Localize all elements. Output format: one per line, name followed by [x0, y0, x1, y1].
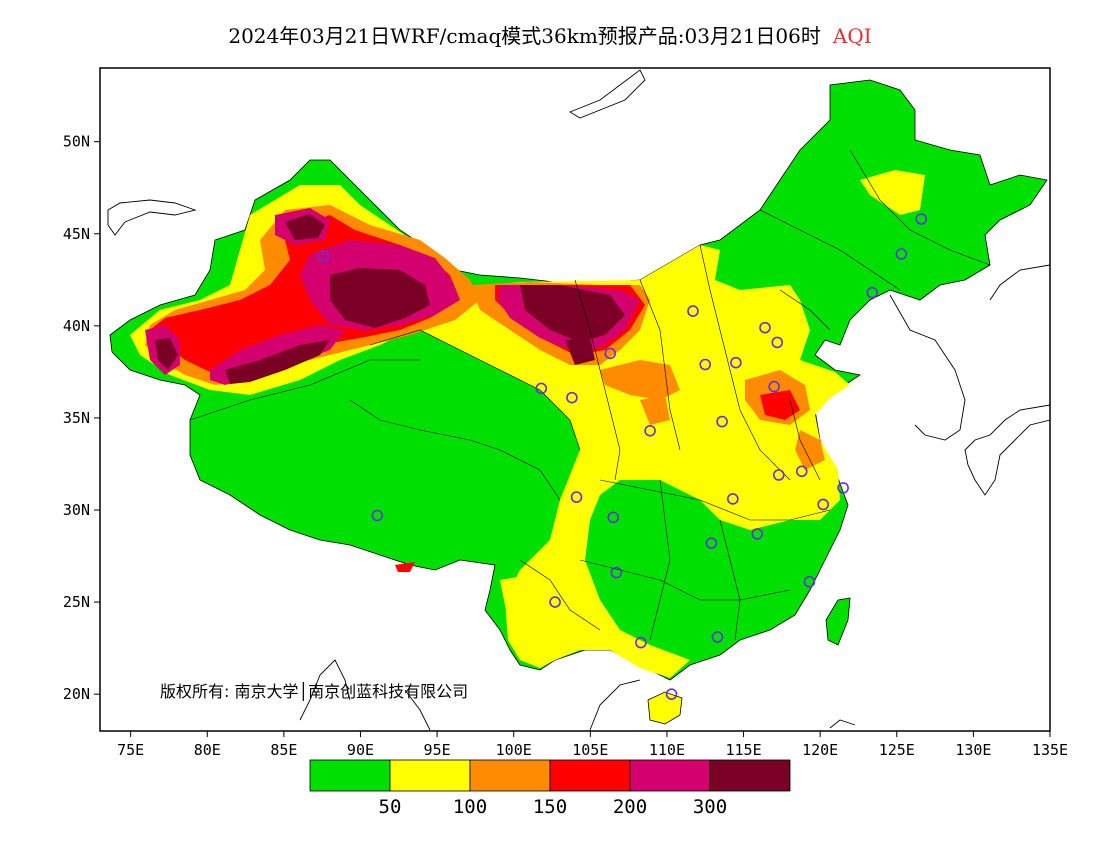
station-marker — [817, 498, 830, 511]
copyright-text: 版权所有: 南京大学│南京创蓝科技有限公司 — [160, 681, 468, 701]
lon-tick-label: 100E — [496, 741, 532, 759]
station-marker — [644, 425, 656, 437]
station-marker — [687, 305, 699, 317]
lat-tick-label: 50N — [63, 133, 90, 151]
station-marker — [768, 380, 780, 393]
lon-tick-label: 115E — [725, 741, 761, 759]
neighbor-coastlines — [107, 69, 1050, 731]
map-axes: 75E 80E 85E 90E 95E 100E 105E 110E 115E 120E 125E 1… — [63, 133, 1068, 759]
legend-swatch — [629, 759, 711, 792]
station-marker — [570, 491, 583, 503]
station-marker — [771, 336, 784, 349]
station-marker — [665, 688, 678, 700]
station-marker — [705, 537, 718, 549]
lon-tick-label: 75E — [117, 741, 144, 759]
legend-swatch — [469, 759, 551, 792]
title-variable: AQI — [832, 24, 872, 48]
lon-tick-label: 90E — [347, 741, 374, 759]
legend-label: 300 — [693, 796, 727, 818]
legend-swatch — [709, 759, 791, 792]
map-title: 2024年03月21日WRF/cmaq模式36km预报产品:03月21日06时 A… — [0, 20, 1100, 49]
aqi-hotspot — [395, 562, 415, 572]
station-marker — [716, 415, 728, 428]
station-marker — [772, 469, 785, 481]
lon-tick-label: 120E — [802, 741, 838, 759]
station-marker — [795, 465, 808, 478]
lon-tick-label: 130E — [955, 741, 991, 759]
lon-tick-label: 95E — [424, 741, 451, 759]
lon-tick-label: 135E — [1032, 741, 1068, 759]
color-legend: 50 100 150 200 300 — [309, 759, 791, 818]
station-marker — [535, 382, 548, 395]
lat-tick-label: 20N — [63, 685, 90, 703]
legend-swatch — [309, 759, 391, 792]
legend-swatch — [389, 759, 471, 792]
legend-label: 200 — [613, 796, 647, 818]
station-marker — [635, 636, 647, 649]
map-frame — [99, 67, 1051, 732]
station-marker — [566, 391, 578, 404]
taiwan-island — [825, 597, 851, 646]
lon-tick-label: 125E — [879, 741, 915, 759]
station-marker — [751, 528, 764, 540]
station-marker — [803, 576, 816, 588]
lat-tick-label: 35N — [63, 409, 90, 427]
station-markers — [317, 213, 928, 700]
lon-tick-label: 105E — [572, 741, 608, 759]
station-marker — [610, 566, 623, 579]
station-marker — [711, 631, 724, 643]
station-marker — [727, 493, 739, 505]
legend-label: 100 — [453, 796, 487, 818]
station-marker — [604, 347, 617, 360]
station-marker — [607, 511, 620, 524]
station-marker — [317, 250, 330, 262]
lat-tick-label: 40N — [63, 317, 90, 335]
station-marker — [759, 321, 771, 334]
province-borders — [189, 149, 991, 641]
station-marker — [837, 482, 849, 494]
station-marker — [371, 509, 384, 522]
legend-label: 50 — [379, 796, 402, 818]
lat-tick-label: 45N — [63, 225, 90, 243]
legend-swatch — [549, 759, 631, 792]
station-marker — [699, 358, 712, 371]
station-marker — [866, 286, 879, 299]
lon-tick-label: 80E — [194, 741, 221, 759]
station-marker — [549, 596, 561, 608]
title-text: 2024年03月21日WRF/cmaq模式36km预报产品:03月21日06时 — [228, 24, 821, 48]
lat-tick-label: 25N — [63, 593, 90, 611]
station-marker — [915, 213, 928, 225]
lat-tick-label: 30N — [63, 501, 90, 519]
aqi-zone-hazardous — [155, 214, 625, 384]
station-marker — [895, 248, 908, 260]
legend-label: 150 — [533, 796, 567, 818]
lon-tick-label: 85E — [270, 741, 297, 759]
lon-tick-label: 110E — [649, 741, 685, 759]
hainan-island — [647, 691, 683, 725]
station-marker — [730, 356, 742, 369]
map-content — [107, 69, 1050, 731]
